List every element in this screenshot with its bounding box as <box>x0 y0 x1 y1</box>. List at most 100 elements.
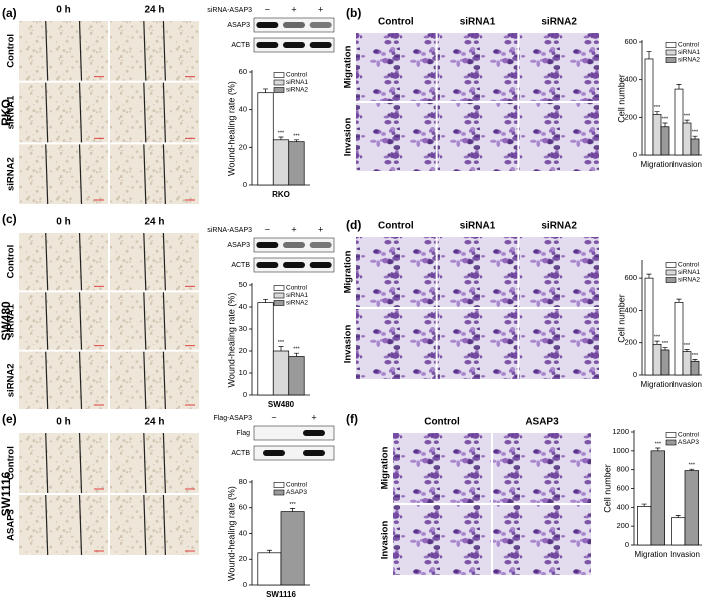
legend-label: Control <box>678 432 700 439</box>
y-tick-label: 1200 <box>612 427 629 436</box>
panel-label: (b) <box>346 6 361 20</box>
x-tick-label: Migration <box>641 380 674 389</box>
wound-edge <box>45 351 49 410</box>
legend-label: siRNA1 <box>286 292 308 299</box>
panel-label: (a) <box>2 6 17 20</box>
x-tick-label: Migration <box>635 550 668 559</box>
lane-sign: + <box>318 224 323 234</box>
row-label: siRNA2 <box>6 363 17 397</box>
micrograph <box>110 144 199 204</box>
bar <box>684 470 699 546</box>
micrograph <box>19 433 108 493</box>
error-bar <box>278 346 284 351</box>
error-bar <box>684 119 690 123</box>
row-label: Control <box>6 245 17 279</box>
lane-sign: + <box>318 4 323 14</box>
column-label: 0 h <box>56 5 70 16</box>
column-label: 24 h <box>144 217 164 228</box>
legend-label: Control <box>286 482 308 489</box>
row-label: Control <box>6 446 17 480</box>
bar <box>257 552 282 586</box>
error-bar <box>654 111 660 115</box>
legend-swatch <box>273 72 285 78</box>
micrograph <box>110 495 199 555</box>
micrograph <box>493 433 591 503</box>
legend-label: Control <box>678 262 700 269</box>
legend-swatch <box>273 482 285 488</box>
legend-label: Control <box>678 42 700 49</box>
error-bar <box>676 84 682 90</box>
micrograph <box>19 82 108 143</box>
wound-edge <box>162 144 166 205</box>
legend-swatch <box>273 285 285 291</box>
error-bar <box>654 340 660 345</box>
micrograph <box>110 351 199 409</box>
lane-sign: − <box>265 224 270 234</box>
significance: *** <box>293 347 300 353</box>
y-tick-label: 600 <box>616 483 629 492</box>
wound-edge <box>143 144 147 205</box>
y-tick-label: 40 <box>239 105 247 114</box>
legend-label: Control <box>286 72 308 79</box>
wound-edge <box>45 432 49 494</box>
y-tick-label: 40 <box>239 302 247 311</box>
legend-swatch <box>665 439 677 446</box>
significance: *** <box>662 116 669 122</box>
significance: *** <box>289 502 296 508</box>
y-tick-label: 600 <box>624 37 637 46</box>
y-tick-label: 20 <box>239 142 247 151</box>
wound-edge <box>45 20 49 81</box>
legend-label: ASAP3 <box>286 489 307 496</box>
y-tick-label: 30 <box>239 324 247 333</box>
wound-edge <box>78 20 83 81</box>
wound-edge <box>162 494 166 556</box>
micrograph <box>519 309 599 379</box>
bar <box>671 517 686 546</box>
micrograph <box>519 33 599 101</box>
blot-treatment: siRNA-ASAP3 <box>207 7 252 14</box>
wound-edge <box>45 232 49 291</box>
legend-swatch <box>665 49 677 56</box>
blot-band <box>283 262 305 268</box>
band-label: Flag <box>236 430 250 437</box>
blot-band <box>283 42 305 48</box>
y-tick-label: 200 <box>624 338 637 347</box>
legend-swatch <box>665 262 677 268</box>
blot-treatment: siRNA-ASAP3 <box>207 227 252 234</box>
error-bar <box>692 135 698 139</box>
legend-label: siRNA2 <box>678 57 700 64</box>
legend-label: siRNA1 <box>286 79 308 86</box>
significance: *** <box>278 130 285 136</box>
blot-band <box>309 242 332 248</box>
micrograph <box>519 237 599 307</box>
y-tick-label: 1000 <box>612 446 629 455</box>
cell-line-label: RKO <box>0 99 13 126</box>
legend-swatch <box>665 42 677 48</box>
y-tick-label: 600 <box>624 273 637 282</box>
legend-swatch <box>273 300 285 306</box>
x-tick-label: Invasion <box>672 380 702 389</box>
y-tick-label: 400 <box>624 75 637 84</box>
error-bar <box>266 549 272 553</box>
y-tick-label: 0 <box>625 540 629 549</box>
wound-edge <box>162 20 166 81</box>
y-tick-label: 0 <box>243 390 247 399</box>
wound-edge <box>162 292 166 350</box>
blot-treatment: Flag-ASAP3 <box>213 415 252 422</box>
wound-edge <box>78 432 83 494</box>
bar <box>644 58 654 156</box>
lane-sign: + <box>291 224 296 234</box>
bar <box>652 114 662 156</box>
row-label: Invasion <box>343 118 354 157</box>
y-axis-label: Wound-healing rate (%) <box>226 486 236 581</box>
legend-swatch <box>665 277 677 283</box>
blot-frame <box>253 425 335 441</box>
significance: *** <box>684 114 691 120</box>
wound-edge <box>143 351 147 410</box>
y-tick-label: 50 <box>239 280 247 289</box>
blot-band <box>263 450 285 456</box>
micrograph <box>437 33 518 101</box>
bar <box>690 138 700 156</box>
error-bar <box>646 51 652 59</box>
